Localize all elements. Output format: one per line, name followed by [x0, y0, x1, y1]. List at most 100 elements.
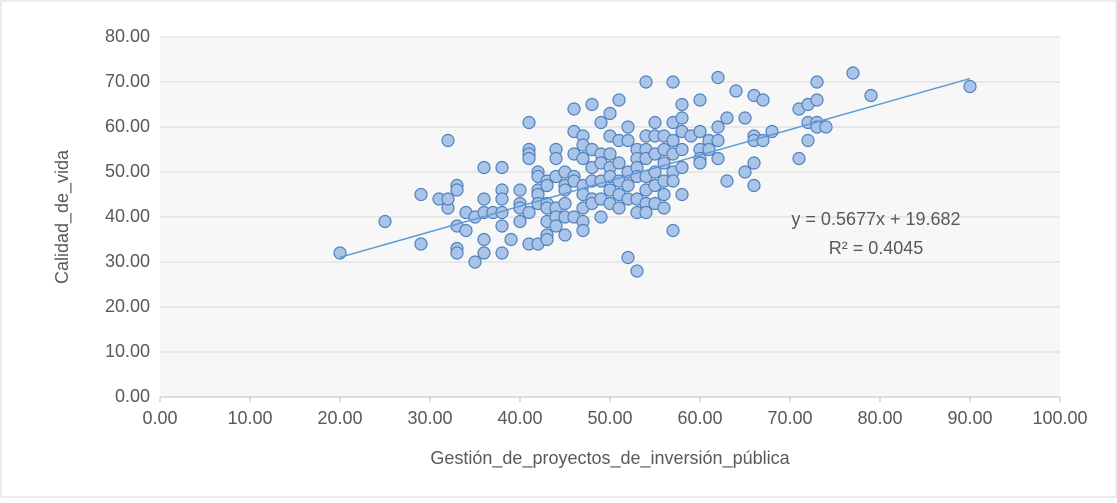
- point: [675, 142, 689, 157]
- point: [729, 84, 743, 98]
- point: [450, 183, 464, 197]
- point: [513, 214, 527, 229]
- point: [576, 151, 590, 166]
- point: [657, 187, 671, 202]
- x-tick-label: 80.00: [857, 408, 902, 428]
- point: [441, 192, 455, 206]
- y-tick-label: 60.00: [105, 116, 150, 136]
- point: [675, 160, 689, 175]
- point: [558, 196, 572, 211]
- point: [612, 201, 626, 215]
- x-tick-label: 100.00: [1032, 408, 1087, 428]
- point: [477, 246, 491, 260]
- point: [522, 115, 536, 130]
- y-tick-label: 10.00: [105, 341, 150, 361]
- x-tick-label: 90.00: [947, 408, 992, 428]
- y-tick-label: 70.00: [105, 71, 150, 91]
- y-tick-label: 30.00: [105, 251, 150, 271]
- y-tick-label: 40.00: [105, 206, 150, 226]
- point: [693, 93, 707, 107]
- point: [792, 151, 806, 166]
- y-tick-label: 80.00: [105, 26, 150, 46]
- point: [720, 111, 734, 125]
- point: [693, 156, 707, 170]
- point: [612, 93, 626, 107]
- point: [810, 75, 824, 89]
- point: [495, 246, 509, 260]
- point: [621, 178, 635, 193]
- point: [477, 192, 491, 206]
- point: [666, 133, 680, 148]
- x-tick-label: 30.00: [407, 408, 452, 428]
- point: [414, 237, 428, 251]
- point: [414, 187, 428, 202]
- point: [378, 214, 392, 229]
- point: [594, 115, 608, 130]
- point: [648, 115, 662, 130]
- point: [819, 120, 833, 134]
- x-tick-label: 60.00: [677, 408, 722, 428]
- point: [540, 178, 554, 193]
- point: [630, 264, 644, 278]
- point: [459, 223, 473, 238]
- point: [666, 174, 680, 188]
- point: [846, 66, 860, 80]
- point: [495, 160, 509, 175]
- point: [675, 111, 689, 125]
- point: [567, 102, 581, 116]
- point: [711, 151, 725, 166]
- point: [801, 133, 815, 148]
- trendline-equation: y = 0.5677x + 19.682: [791, 209, 960, 229]
- point: [504, 232, 518, 247]
- point: [720, 174, 734, 188]
- point: [576, 223, 590, 238]
- point: [810, 93, 824, 107]
- point: [594, 210, 608, 224]
- point: [675, 97, 689, 112]
- trendline: [339, 77, 971, 259]
- x-tick-label: 70.00: [767, 408, 812, 428]
- point: [612, 156, 626, 170]
- point: [666, 223, 680, 238]
- point: [711, 120, 725, 134]
- point: [540, 232, 554, 247]
- point: [477, 160, 491, 175]
- trendline-r2: R² = 0.4045: [829, 238, 924, 258]
- point: [549, 151, 563, 166]
- point: [549, 219, 563, 233]
- point: [468, 255, 482, 269]
- point: [522, 151, 536, 166]
- x-axis-title: Gestión_de_proyectos_de_inversión_públic…: [430, 448, 790, 469]
- point: [756, 93, 770, 107]
- x-tick-label: 40.00: [497, 408, 542, 428]
- point: [603, 147, 617, 161]
- point: [450, 246, 464, 260]
- point: [558, 228, 572, 242]
- y-tick-label: 0.00: [115, 386, 150, 406]
- point: [747, 156, 761, 170]
- point: [621, 250, 635, 265]
- point: [621, 133, 635, 148]
- point: [711, 133, 725, 148]
- point: [639, 75, 653, 89]
- y-tick-label: 50.00: [105, 161, 150, 181]
- y-axis-title: Calidad_de_vida: [52, 149, 73, 284]
- point: [711, 70, 725, 85]
- point: [621, 120, 635, 134]
- x-tick-label: 20.00: [317, 408, 362, 428]
- y-tick-label: 20.00: [105, 296, 150, 316]
- point: [666, 75, 680, 89]
- x-tick-label: 0.00: [142, 408, 177, 428]
- point: [513, 183, 527, 197]
- point: [963, 79, 977, 94]
- point: [738, 111, 752, 125]
- point: [522, 205, 536, 220]
- point: [738, 165, 752, 179]
- point: [585, 97, 599, 112]
- point: [639, 205, 653, 220]
- point: [675, 187, 689, 202]
- point: [495, 219, 509, 233]
- point: [657, 201, 671, 215]
